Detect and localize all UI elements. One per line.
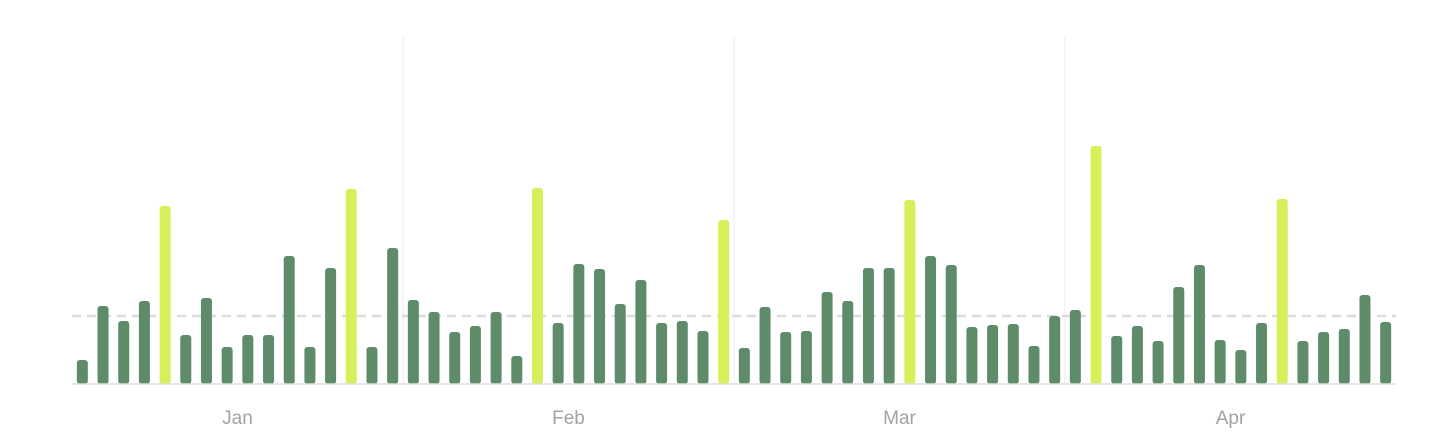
bar <box>1028 346 1040 384</box>
bar <box>221 347 233 384</box>
bar <box>242 335 254 384</box>
bar <box>1276 199 1288 384</box>
bar <box>1297 341 1309 384</box>
bar <box>1338 329 1350 384</box>
bar <box>718 220 730 384</box>
bar <box>676 321 688 384</box>
bar <box>449 332 461 384</box>
bar <box>573 264 585 384</box>
bar <box>1111 336 1123 384</box>
bar <box>1173 287 1185 384</box>
bar <box>800 331 812 384</box>
bar <box>138 301 150 384</box>
bar <box>883 268 895 384</box>
bar <box>697 331 709 384</box>
bar <box>635 280 647 384</box>
bar <box>97 306 109 384</box>
bar <box>428 312 440 384</box>
bar <box>531 188 543 384</box>
bar <box>283 256 295 384</box>
bar <box>945 265 957 384</box>
bar <box>366 347 378 384</box>
bar <box>1359 295 1371 384</box>
bar <box>1214 340 1226 384</box>
bar <box>821 292 833 384</box>
bar <box>862 268 874 384</box>
bar <box>925 256 937 384</box>
bar <box>159 206 171 384</box>
bar <box>1090 146 1102 384</box>
x-tick-label: Jan <box>222 408 253 429</box>
bar <box>966 327 978 384</box>
bar <box>1318 332 1330 384</box>
bar <box>345 189 357 384</box>
bar <box>180 335 192 384</box>
bar <box>490 312 502 384</box>
bar <box>1256 323 1268 384</box>
bar <box>387 248 399 384</box>
bar <box>1007 324 1019 384</box>
bar <box>76 360 88 384</box>
bar <box>325 268 337 384</box>
bar <box>594 269 606 384</box>
bar <box>656 323 668 384</box>
bar <box>511 356 523 384</box>
bar <box>1235 350 1247 384</box>
bar <box>263 335 275 384</box>
bar <box>407 300 419 384</box>
x-tick-label: Apr <box>1216 408 1246 429</box>
bar <box>738 348 750 384</box>
bar <box>469 326 481 384</box>
bar <box>842 301 854 384</box>
bar <box>904 200 916 384</box>
bar <box>987 325 999 384</box>
bar <box>1049 316 1061 384</box>
bar <box>304 347 316 384</box>
bar <box>552 323 564 384</box>
bar <box>780 332 792 384</box>
bar <box>1131 326 1143 384</box>
bar <box>1152 341 1164 384</box>
bar <box>118 321 130 384</box>
bar <box>1380 322 1392 384</box>
bar <box>200 298 212 384</box>
bar <box>614 304 626 384</box>
x-tick-label: Feb <box>552 408 585 429</box>
bar <box>759 307 771 384</box>
bar <box>1069 310 1081 384</box>
bar <box>1193 265 1205 384</box>
x-tick-label: Mar <box>883 408 916 429</box>
